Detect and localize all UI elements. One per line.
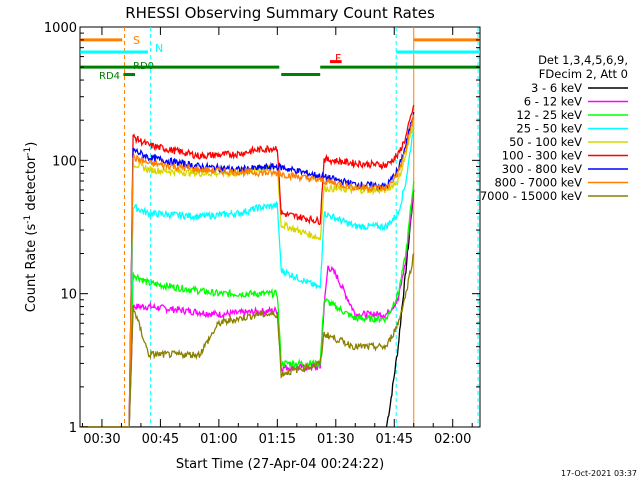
legend-header-1: Det 1,3,4,5,6,9, [538,53,628,67]
series-line-3 [80,126,415,427]
vertical-markers [124,27,479,427]
series-line-7 [80,114,415,427]
x-tick-label: 00:45 [142,432,179,447]
legend-label: 25 - 50 keV [516,122,582,136]
x-tick-label: 02:00 [434,432,471,447]
y-tick-label: 1 [69,421,77,436]
legend: Det 1,3,4,5,6,9, FDecim 2, Att 0 3 - 6 k… [480,53,628,203]
legend-label: 12 - 25 keV [516,108,582,122]
x-tick-label: 00:30 [83,432,120,447]
x-tick-label: 01:30 [317,432,354,447]
x-axis-label: Start Time (27-Apr-04 00:24:22) [176,457,384,472]
y-tick-label: 10 [60,288,77,303]
legend-label: 300 - 800 keV [502,162,582,176]
flag-label-rd4: RD4 [99,71,120,82]
legend-label: 50 - 100 keV [509,135,582,149]
series-layer [80,104,415,427]
flag-label-rd0: RD0 [133,61,154,72]
legend-label: 800 - 7000 keV [494,176,582,190]
series-line-8 [80,253,415,427]
flag-label-n: N [155,42,163,55]
x-tick-label: 01:00 [200,432,237,447]
plot-frame [79,26,481,428]
x-tick-label: 01:15 [259,432,296,447]
legend-label: 6 - 12 keV [524,95,582,109]
flag-label-f: F [335,52,341,65]
series-line-5 [80,104,415,427]
y-tick-label: 100 [52,154,77,169]
legend-header-2: FDecim 2, Att 0 [539,67,628,81]
series-line-2 [80,180,415,427]
axis-ticks: 00:30 00:45 01:00 01:15 01:30 01:45 02:00 1 10 10… [44,21,480,447]
y-tick-label: 1000 [44,21,77,36]
chart-title: RHESSI Observing Summary Count Rates [125,4,435,22]
legend-label: 7000 - 15000 keV [480,189,582,203]
y-axis-label: Count Rate (s-1 detector-1) [23,142,39,313]
footer-timestamp: 17-Oct-2021 03:37 [561,469,637,478]
status-bars [80,38,480,77]
legend-label: 100 - 300 keV [502,149,582,163]
flag-label-s: S [133,34,140,47]
legend-label: 3 - 6 keV [531,81,582,95]
x-tick-label: 01:45 [376,432,413,447]
